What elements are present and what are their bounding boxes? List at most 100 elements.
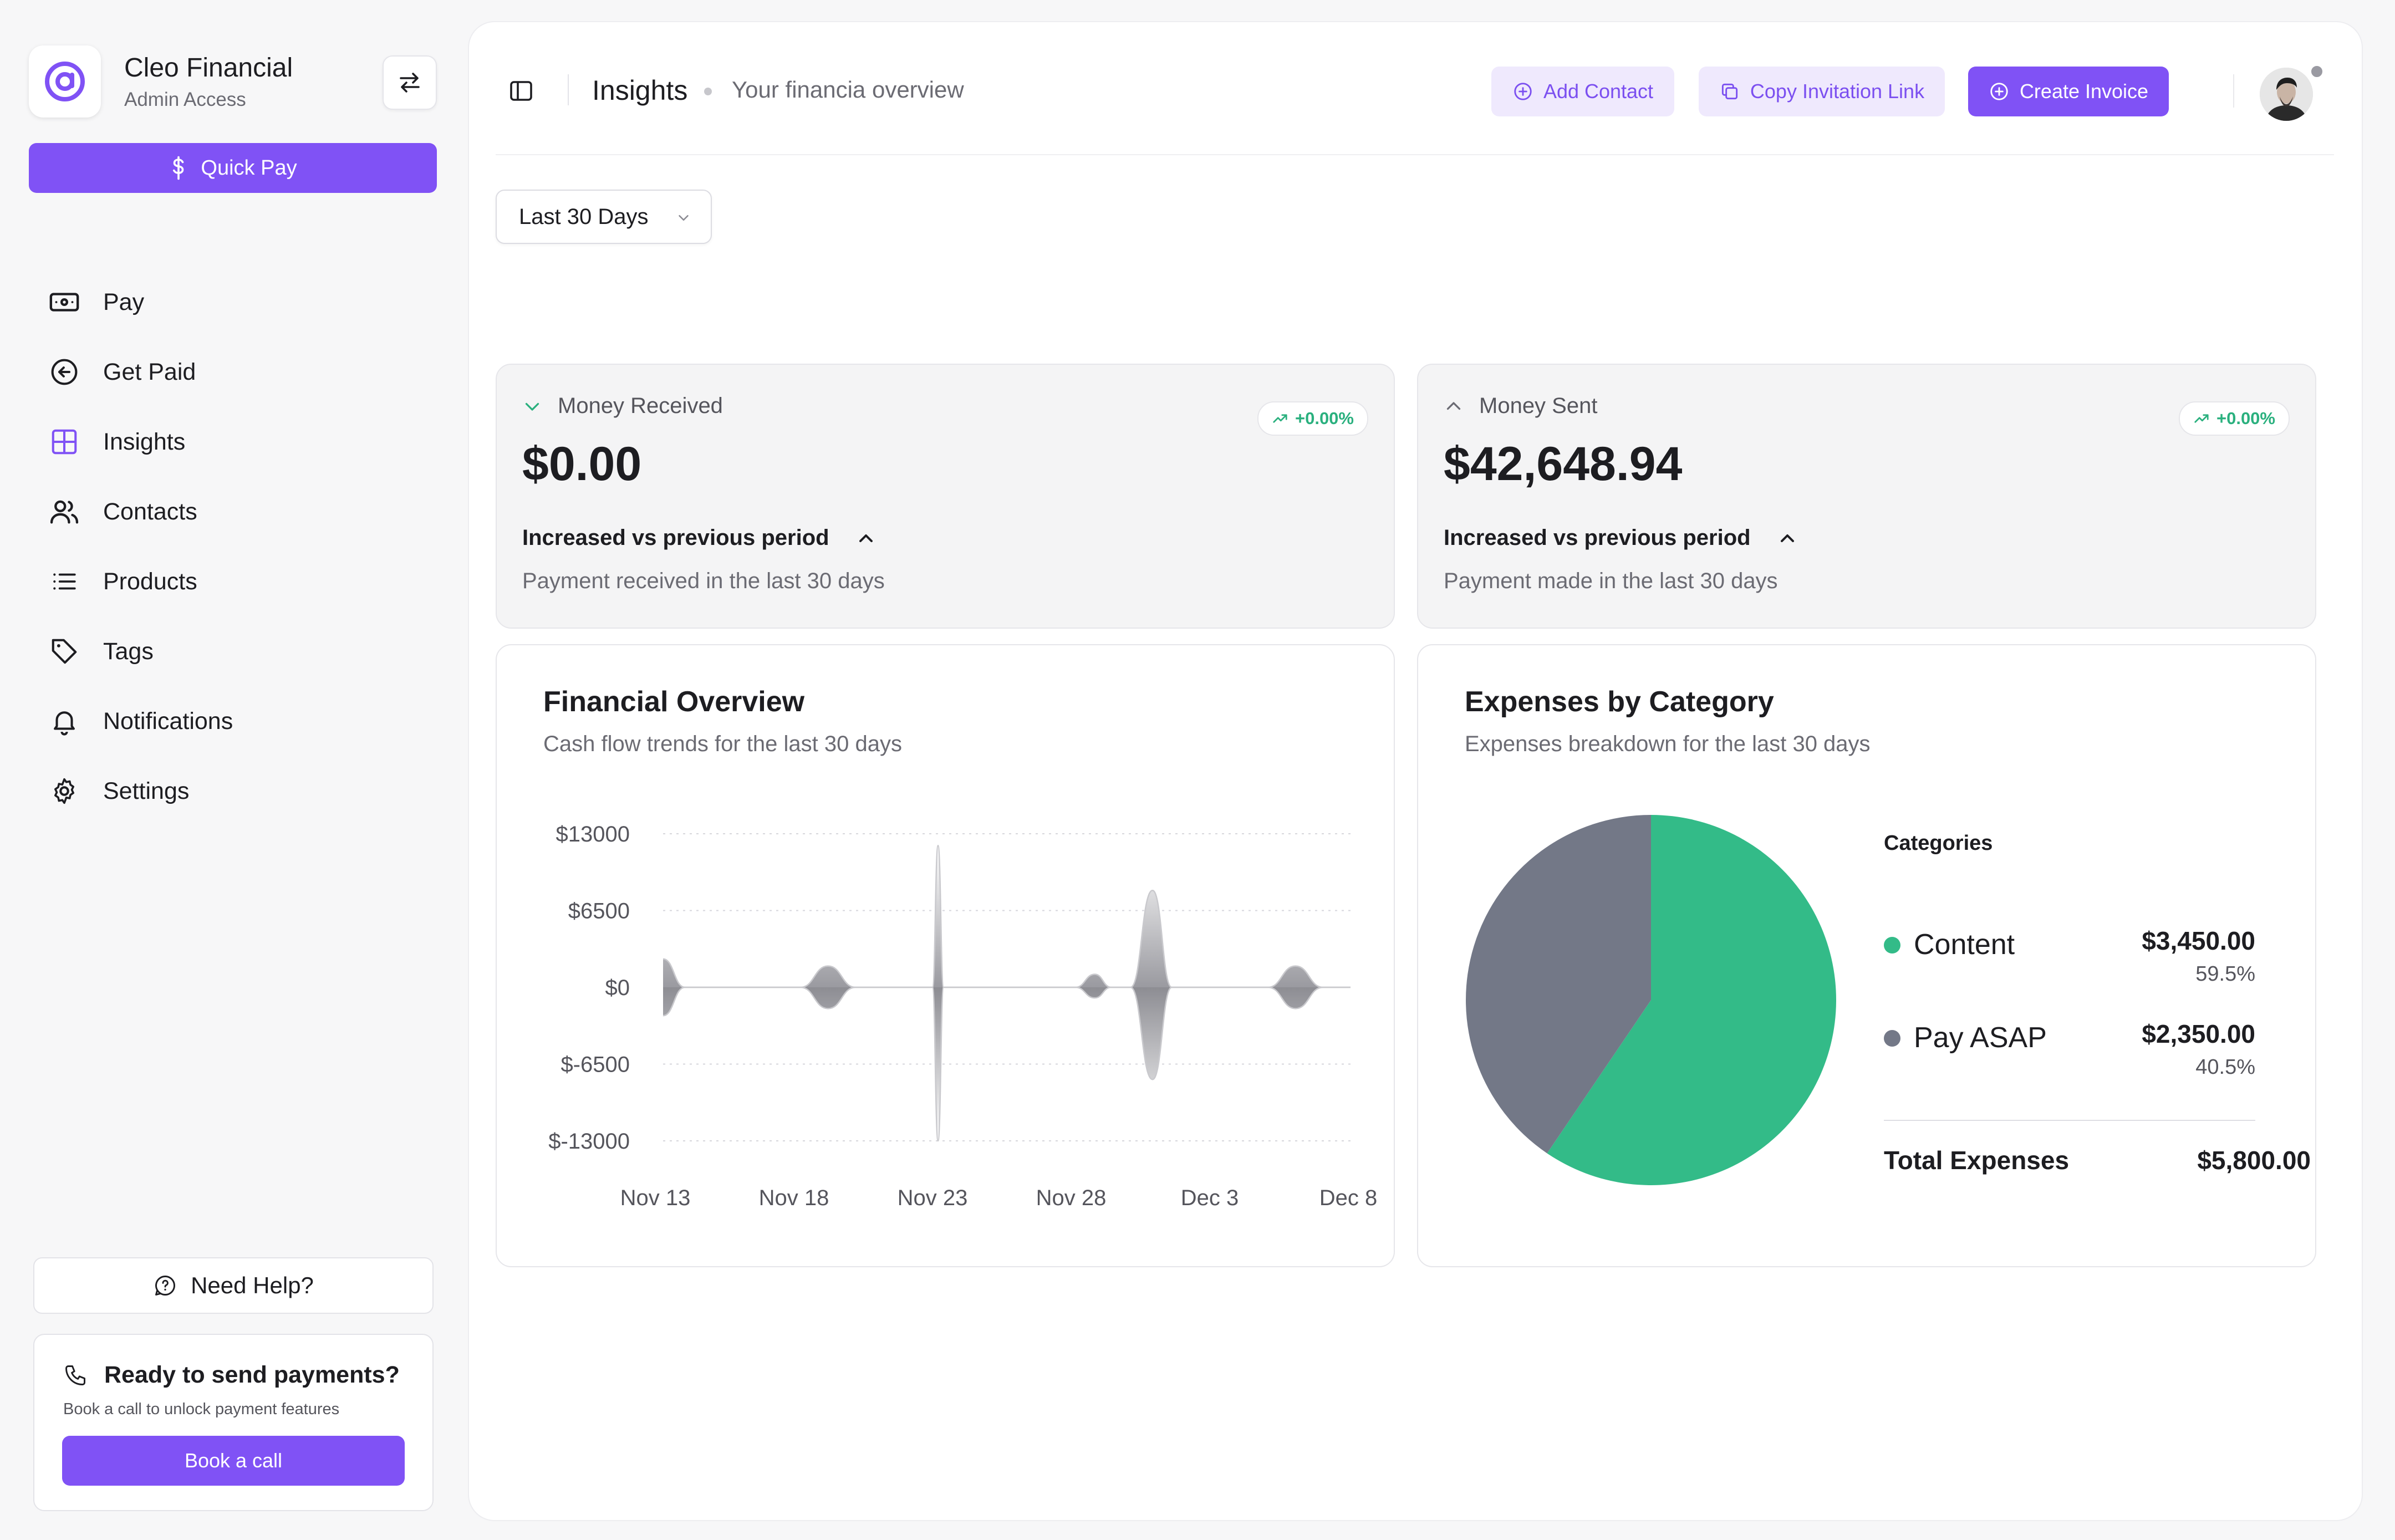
financial-overview-card: Financial Overview Cash flow trends for … — [496, 644, 1395, 1267]
legend-item: Content $3,450.00 59.5% — [1884, 922, 2255, 995]
sidebar-nav: Pay Get Paid Insights Contacts Products — [48, 267, 233, 826]
add-contact-label: Add Contact — [1543, 80, 1654, 103]
divider — [568, 74, 569, 105]
y-tick-label: $0 — [605, 976, 630, 1000]
legend-value: $2,350.00 — [2142, 1019, 2255, 1048]
legend-percent: 59.5% — [2195, 962, 2255, 986]
arrow-left-circle-icon — [48, 355, 81, 389]
date-range-value: Last 30 Days — [519, 204, 649, 229]
stat-header[interactable]: Money Sent — [1444, 394, 1597, 419]
top-bar: Insights Your financia overview Add Cont… — [469, 22, 2362, 155]
avatar[interactable] — [2260, 68, 2313, 121]
stat-value: $42,648.94 — [1444, 437, 1683, 491]
chevron-up-icon — [1446, 401, 1461, 410]
card-subtitle: Cash flow trends for the last 30 days — [543, 732, 902, 756]
legend-percent: 40.5% — [2195, 1055, 2255, 1079]
brand-name: Cleo Financial — [124, 53, 293, 83]
add-contact-button[interactable]: Add Contact — [1491, 67, 1674, 116]
copy-invitation-label: Copy Invitation Link — [1750, 80, 1925, 103]
chevron-down-icon — [679, 215, 689, 221]
pie-slice-content[interactable] — [1547, 815, 1836, 1185]
panel-left-icon — [510, 81, 532, 101]
need-help-button[interactable]: Need Help? — [33, 1257, 434, 1314]
divider — [496, 154, 2334, 155]
total-expenses-label: Total Expenses — [1884, 1146, 2070, 1175]
legend-value: $3,450.00 — [2142, 926, 2255, 955]
sidebar-item-pay[interactable]: Pay — [48, 267, 233, 337]
sidebar-item-contacts[interactable]: Contacts — [48, 477, 233, 547]
card-subtitle: Expenses breakdown for the last 30 days — [1465, 732, 1871, 756]
main-panel: Insights Your financia overview Add Cont… — [468, 21, 2363, 1521]
list-icon — [48, 565, 81, 598]
stat-label: Money Received — [558, 394, 723, 418]
switch-account-button[interactable] — [383, 55, 437, 110]
pie-slice-pay-asap[interactable] — [1466, 815, 1651, 1154]
gear-icon — [48, 774, 81, 808]
sidebar-item-label: Tags — [103, 638, 154, 665]
promo-title: Ready to send payments? — [63, 1361, 400, 1389]
y-tick-label: $6500 — [568, 899, 630, 924]
expenses-by-category-card: Expenses by Category Expenses breakdown … — [1417, 644, 2316, 1267]
trending-up-icon — [1273, 414, 1287, 423]
copy-invitation-link-button[interactable]: Copy Invitation Link — [1699, 67, 1945, 116]
sidebar-toggle-button[interactable] — [506, 77, 537, 105]
change-badge-value: +0.00% — [2216, 409, 2275, 428]
card-title: Expenses by Category — [1465, 686, 1774, 718]
bell-icon — [48, 705, 81, 738]
copy-icon — [1721, 83, 1737, 100]
tag-icon — [48, 635, 81, 668]
sidebar-item-notifications[interactable]: Notifications — [48, 686, 233, 756]
sidebar-item-label: Contacts — [103, 498, 197, 525]
total-expenses-value: $5,800.00 — [2197, 1146, 2311, 1175]
money-received-card: Money Received +0.00% $0.00 Increased vs… — [496, 364, 1395, 629]
page-subtitle: Your financia overview — [732, 77, 964, 103]
help-bubble-icon — [155, 1276, 176, 1296]
sidebar-item-label: Settings — [103, 777, 190, 804]
stat-label: Money Sent — [1479, 394, 1598, 418]
sidebar: Cleo Financial Admin Access Quick Pay Pa… — [0, 0, 466, 1540]
chevron-down-icon — [525, 402, 539, 411]
x-tick-label: Nov 23 — [898, 1186, 968, 1210]
stat-description: Payment received in the last 30 days — [522, 569, 885, 593]
breadcrumb-separator — [704, 88, 712, 95]
brand: Cleo Financial Admin Access — [29, 45, 293, 118]
quick-pay-button[interactable]: Quick Pay — [29, 143, 437, 193]
users-icon — [48, 495, 81, 528]
sidebar-item-insights[interactable]: Insights — [48, 407, 233, 477]
sidebar-item-settings[interactable]: Settings — [48, 756, 233, 826]
phone-icon — [65, 1365, 85, 1385]
date-range-select[interactable]: Last 30 Days — [496, 190, 712, 244]
sidebar-item-label: Notifications — [103, 707, 233, 735]
stat-header[interactable]: Money Received — [522, 394, 723, 419]
quick-pay-label: Quick Pay — [201, 156, 297, 180]
legend-swatch — [1884, 937, 1900, 953]
stat-trend-text: Increased vs previous period — [1444, 526, 1751, 550]
promo-subtitle: Book a call to unlock payment features — [63, 1400, 340, 1418]
x-tick-label: Dec 3 — [1181, 1186, 1239, 1210]
divider — [2233, 74, 2234, 108]
x-tick-label: Dec 8 — [1319, 1186, 1378, 1210]
expense-line — [663, 986, 1351, 1142]
status-indicator — [2310, 64, 2324, 79]
legend-item: Pay ASAP $2,350.00 40.5% — [1884, 1016, 2255, 1088]
sidebar-item-label: Get Paid — [103, 358, 196, 385]
create-invoice-button[interactable]: Create Invoice — [1968, 67, 2169, 116]
divider — [1884, 1120, 2255, 1121]
banknote-icon — [48, 285, 81, 319]
x-tick-label: Nov 28 — [1036, 1186, 1107, 1210]
sidebar-item-products[interactable]: Products — [48, 547, 233, 616]
sidebar-item-get-paid[interactable]: Get Paid — [48, 337, 233, 407]
stat-trend: Increased vs previous period — [1444, 526, 1798, 550]
promo-card: Ready to send payments? Book a call to u… — [33, 1334, 434, 1511]
y-tick-label: $-13000 — [548, 1129, 630, 1154]
stat-value: $0.00 — [522, 437, 642, 491]
change-badge: +0.00% — [2178, 401, 2290, 436]
dollar-icon — [173, 156, 184, 180]
y-tick-label: $13000 — [556, 822, 630, 847]
arrows-swap-icon — [400, 73, 420, 93]
book-call-button[interactable]: Book a call — [62, 1436, 405, 1486]
plus-circle-icon — [1990, 83, 2008, 100]
sidebar-item-tags[interactable]: Tags — [48, 616, 233, 686]
brand-logo-icon — [29, 45, 101, 118]
brand-role: Admin Access — [124, 88, 246, 110]
